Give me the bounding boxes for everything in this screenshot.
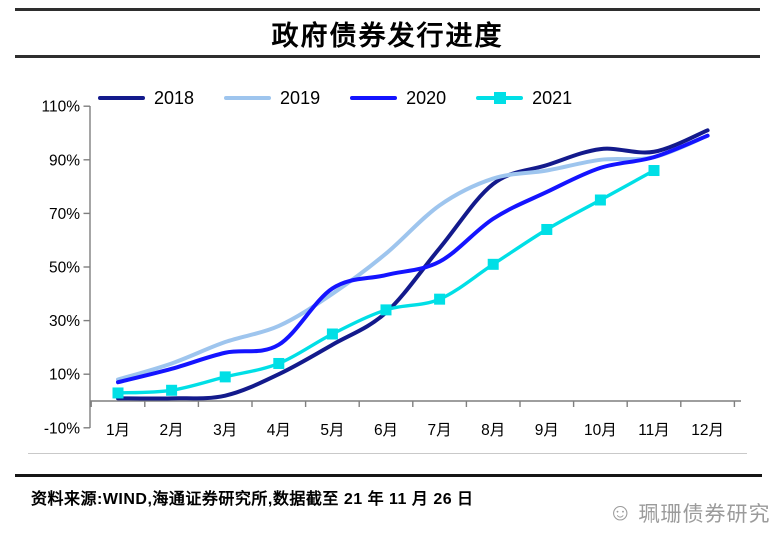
y-axis-label: 110% [42,99,81,116]
watermark-text: 珮珊债券研究 [638,502,771,526]
series-marker-2021 [219,371,231,383]
x-axis-label: 11月 [638,422,670,439]
chart-plot: 110% 90% 70% 50% 30% 10% -10% 1月 2月 3月 4月 5月 6月 7月 8月 9… [42,99,741,439]
legend-label-2021: 2021 [532,88,573,108]
title-bottom-rule [15,55,760,58]
legend-item-2021: 2021 [476,89,572,107]
legend-item-2019: 2019 [224,89,320,107]
x-axis-label: 10月 [584,422,617,439]
x-axis-label: 9月 [535,422,559,439]
chart-bottom-border [28,453,747,454]
series-line-2018 [116,128,710,401]
legend: 2018 2019 2020 2021 [98,89,572,107]
series-marker-2021 [541,223,553,235]
watermark: ☺ 珮珊债券研究 [608,498,771,528]
legend-marker-2021 [493,92,506,104]
series-marker-2021 [112,387,124,399]
series-line-2019 [116,133,710,382]
x-axis-label: 1月 [106,422,130,439]
x-axis-label: 7月 [428,422,452,439]
series-marker-2021 [326,328,338,340]
legend-swatch-2018 [98,95,145,101]
series-marker-2021 [648,165,660,177]
y-axis-label: -10% [44,420,80,437]
legend-swatch-2021 [476,92,524,104]
source-note: 资料来源:WIND,海通证券研究所,数据截至 21 年 11 月 26 日 [31,491,474,508]
x-axis-label: 2月 [160,422,184,439]
legend-label-2019: 2019 [280,88,321,108]
legend-item-2018: 2018 [98,89,194,107]
x-axis-label: 12月 [691,422,724,439]
x-axis-label: 3月 [213,422,237,439]
x-axis-label: 8月 [481,422,505,439]
series-marker-2021 [434,293,446,305]
x-axis-label: 6月 [374,422,398,439]
title-top-rule [15,8,760,11]
series-marker-2021 [166,384,178,396]
series-marker-2021 [594,194,606,206]
series-marker-2021 [273,357,285,369]
y-axis-label: 30% [49,313,80,330]
legend-label-2020: 2020 [406,88,447,108]
chart-title: 政府债券发行进度 [271,21,504,52]
footer-divider [15,474,762,477]
legend-label-2018: 2018 [154,88,195,108]
series-marker-2021 [380,304,392,316]
y-axis-label: 10% [49,367,80,384]
y-axis-label: 70% [49,206,80,223]
x-axis-label: 5月 [320,422,344,439]
y-axis-label: 90% [49,152,80,169]
x-axis-label: 4月 [267,422,291,439]
y-axis-label: 50% [49,260,80,277]
smiley-face-icon: ☺ [608,499,633,526]
series-marker-2021 [487,258,499,270]
series-line-2020 [116,133,710,385]
legend-swatch-2020 [350,95,398,101]
legend-swatch-2019 [224,95,272,101]
legend-item-2020: 2020 [350,89,446,107]
